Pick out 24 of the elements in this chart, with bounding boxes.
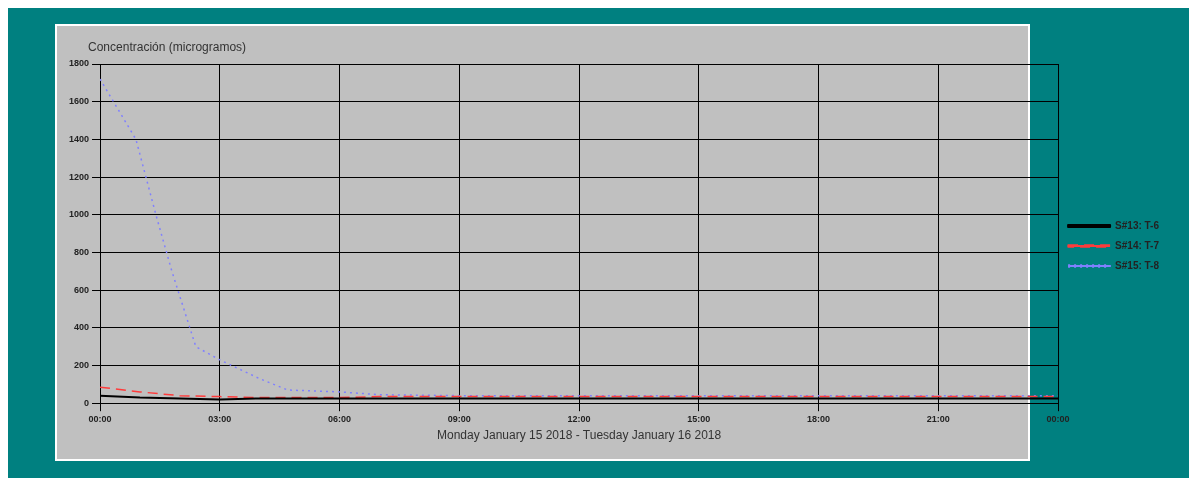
y-tick-label: 0 [84, 397, 90, 408]
y-tick-label: 1400 [68, 133, 90, 144]
x-tick-label: 00:00 [88, 414, 112, 425]
y-tick-label: 1800 [68, 58, 90, 69]
y-tick-label: 800 [73, 246, 90, 257]
y-tick-label: 1600 [68, 96, 90, 107]
x-tick-label: 03:00 [208, 414, 232, 425]
y-tick-label: 200 [73, 360, 90, 370]
x-tick-label: 12:00 [567, 414, 591, 425]
x-tick-label: 15:00 [687, 414, 711, 425]
x-axis-title: Monday January 15 2018 - Tuesday January 16 2018 [436, 427, 722, 442]
legend-label: S#13: T-6 [1115, 219, 1160, 231]
legend-label: S#14: T-7 [1115, 239, 1160, 251]
y-tick-label: 1200 [68, 171, 90, 182]
x-tick-label: 21:00 [926, 414, 950, 425]
y-axis-title: Concentración (microgramos) [88, 40, 247, 55]
x-tick-label: 06:00 [328, 414, 352, 425]
x-tick-label: 00:00 [1046, 414, 1070, 425]
y-tick-label: 1000 [68, 209, 90, 220]
x-tick-label: 18:00 [807, 414, 831, 425]
y-tick-label: 400 [73, 322, 90, 333]
legend-label: S#15: T-8 [1115, 259, 1160, 271]
x-tick-label: 09:00 [447, 414, 471, 425]
y-tick-label: 600 [73, 284, 90, 295]
